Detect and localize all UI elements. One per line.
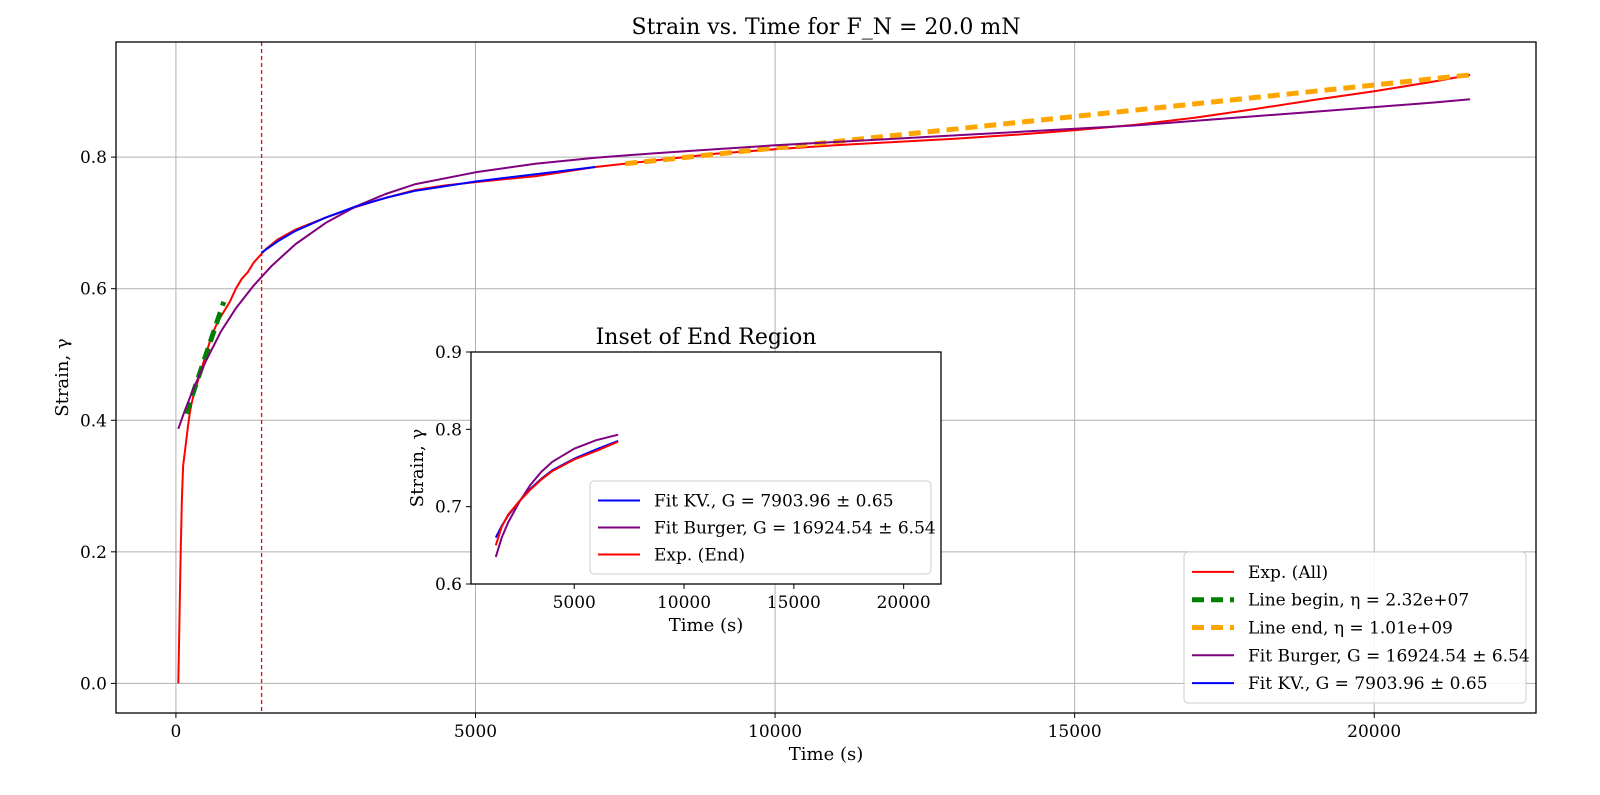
legend-label: Fit KV., G = 7903.96 ± 0.65 — [654, 492, 894, 512]
x-tick-label: 10000 — [748, 722, 802, 742]
inset-chart: 5000 10000 15000 20000 0.6 0.7 0.8 0.9 Time (s) S… — [407, 325, 942, 636]
chart-title: Inset of End Region — [596, 325, 817, 350]
y-tick-label: 0.6 — [435, 575, 462, 595]
series-line — [177, 98, 1471, 430]
x-tick-label: 5000 — [454, 722, 497, 742]
y-tick-label: 0.0 — [80, 674, 107, 694]
y-tick-label: 0.9 — [435, 343, 462, 363]
plot-frame — [470, 351, 942, 585]
legend-label: Fit Burger, G = 16924.54 ± 6.54 — [654, 519, 936, 539]
data-layer — [494, 433, 619, 558]
data-layer — [177, 42, 1471, 713]
y-axis-label: Strain, γ — [52, 338, 73, 416]
x-tick-label: 10000 — [657, 593, 711, 613]
y-tick-label: 0.6 — [80, 280, 107, 300]
y-tick-label: 0.2 — [80, 543, 107, 563]
legend-label: Line end, η = 1.01e+09 — [1248, 619, 1453, 639]
y-axis-label: Strain, γ — [407, 429, 428, 507]
x-axis-label: Time (s) — [669, 615, 744, 636]
legend-label: Exp. (All) — [1248, 563, 1328, 583]
x-axis-label: Time (s) — [789, 744, 864, 765]
legend-label: Fit Burger, G = 16924.54 ± 6.54 — [1248, 646, 1530, 666]
x-tick-label: 15000 — [1048, 722, 1102, 742]
x-tick-label: 15000 — [767, 593, 821, 613]
y-tick-label: 0.8 — [80, 148, 107, 168]
x-tick-label: 0 — [171, 722, 182, 742]
series-line — [494, 433, 619, 558]
legend-label: Fit KV., G = 7903.96 ± 0.65 — [1248, 674, 1488, 694]
series-line — [625, 72, 1471, 167]
y-tick-label: 0.7 — [435, 498, 462, 518]
x-tick-label: 5000 — [553, 593, 596, 613]
y-tick-label: 0.8 — [435, 420, 462, 440]
y-tick-label: 0.4 — [80, 411, 107, 431]
series-line — [183, 301, 227, 415]
x-tick-label: 20000 — [877, 593, 931, 613]
legend-box — [589, 480, 932, 575]
legend-label: Line begin, η = 2.32e+07 — [1248, 591, 1469, 611]
series-line — [261, 166, 596, 254]
plot-frame — [115, 41, 1537, 714]
chart-title: Strain vs. Time for F_N = 20.0 mN — [632, 15, 1021, 40]
x-tick-label: 20000 — [1347, 722, 1401, 742]
legend-label: Exp. (End) — [654, 546, 745, 566]
legend-box — [1183, 551, 1527, 704]
series-line — [494, 440, 619, 546]
